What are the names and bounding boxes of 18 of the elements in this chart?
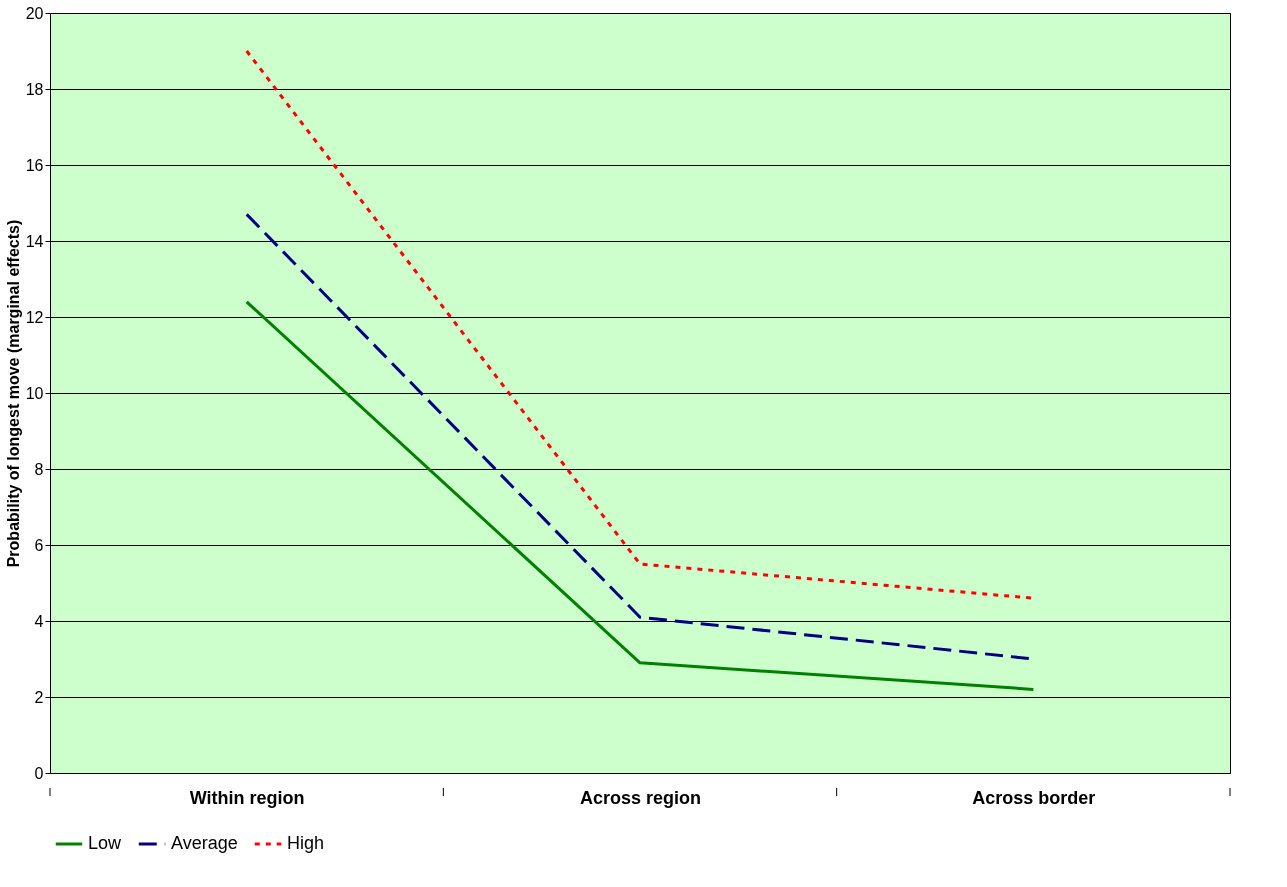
y-tick-label: 2	[34, 688, 44, 706]
y-tick-label: 12	[25, 308, 44, 326]
legend-label: Low	[88, 833, 123, 853]
y-tick-label: 16	[25, 156, 44, 174]
y-tick-label: 0	[34, 764, 44, 782]
y-tick-label: 8	[34, 460, 44, 478]
x-tick-label: Across region	[579, 787, 702, 808]
legend-label: High	[287, 833, 325, 853]
y-tick-label: 6	[34, 536, 44, 554]
y-tick-label: 18	[25, 80, 44, 98]
x-tick-label: Within region	[189, 787, 305, 808]
y-tick-label: 10	[25, 384, 44, 402]
legend-label: Average	[171, 833, 238, 853]
y-tick-label: 14	[25, 232, 44, 250]
x-tick-label: Across border	[972, 787, 1096, 808]
y-axis-title: Probability of longest move (marginal effects)	[4, 219, 22, 568]
y-tick-label: 20	[25, 4, 44, 22]
y-tick-label: 4	[34, 612, 44, 630]
